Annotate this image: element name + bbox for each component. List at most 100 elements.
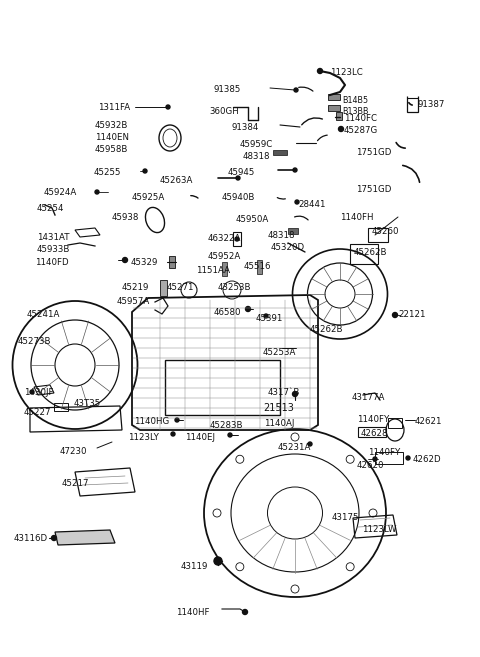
Bar (273, 150, 287, 155)
Text: 45391: 45391 (256, 314, 283, 323)
Circle shape (122, 258, 128, 263)
Text: 43T35: 43T35 (74, 399, 101, 408)
Text: 42621: 42621 (415, 417, 443, 426)
Text: 45938: 45938 (112, 213, 139, 222)
Text: 46322A: 46322A (208, 234, 241, 243)
Circle shape (95, 190, 99, 194)
Text: 360GH: 360GH (209, 107, 239, 116)
Text: 45241A: 45241A (27, 310, 60, 319)
Circle shape (292, 392, 298, 397)
Circle shape (264, 314, 268, 318)
Text: 45952A: 45952A (208, 252, 241, 261)
Circle shape (235, 237, 239, 241)
Text: 1151AA: 1151AA (196, 266, 230, 275)
Text: 45516: 45516 (244, 262, 272, 271)
Bar (328, 105, 340, 111)
Bar (165, 360, 280, 415)
Text: 48318: 48318 (268, 231, 296, 240)
Text: 1140HG: 1140HG (134, 417, 169, 426)
Text: 22121: 22121 (398, 310, 425, 319)
Circle shape (236, 176, 240, 180)
Circle shape (406, 456, 410, 460)
Bar (160, 280, 167, 296)
Text: 45933B: 45933B (37, 245, 71, 254)
Bar (257, 260, 262, 274)
Circle shape (214, 557, 222, 565)
Text: 1431AT: 1431AT (37, 233, 70, 242)
Text: 1140FC: 1140FC (344, 114, 377, 123)
Circle shape (293, 168, 297, 172)
Bar (388, 418, 402, 428)
Circle shape (317, 68, 323, 74)
Bar (328, 94, 340, 100)
Text: 42620: 42620 (357, 461, 384, 470)
Text: 1140FD: 1140FD (35, 258, 69, 267)
Bar (350, 244, 378, 264)
Circle shape (308, 442, 312, 446)
Circle shape (294, 88, 298, 92)
Bar (169, 256, 175, 268)
Text: 45924A: 45924A (44, 188, 77, 197)
Text: 4317`B: 4317`B (268, 388, 300, 397)
Text: 43119: 43119 (181, 562, 208, 571)
Text: 45255: 45255 (94, 168, 121, 177)
Text: 1311FA: 1311FA (98, 103, 130, 112)
Text: 45254: 45254 (37, 204, 64, 213)
Circle shape (30, 390, 34, 394)
Circle shape (171, 432, 175, 436)
Text: 1430JF: 1430JF (24, 388, 53, 397)
Text: 45940B: 45940B (222, 193, 255, 202)
Polygon shape (55, 530, 115, 545)
Bar (288, 228, 298, 234)
Text: 45959C: 45959C (240, 140, 273, 149)
Bar (368, 228, 388, 242)
Circle shape (393, 313, 397, 317)
Text: 1751GD: 1751GD (356, 185, 391, 194)
Text: 43175: 43175 (332, 513, 360, 522)
Text: 45283B: 45283B (210, 421, 243, 430)
Text: 1140AJ: 1140AJ (264, 419, 294, 428)
Text: 45260: 45260 (372, 227, 399, 236)
Text: 43253B: 43253B (218, 283, 252, 292)
Bar (54, 403, 68, 411)
Text: 1140HF: 1140HF (176, 608, 209, 617)
Text: 45231A: 45231A (278, 443, 312, 452)
Text: 28441: 28441 (298, 200, 325, 209)
Text: 45287G: 45287G (344, 126, 378, 135)
Text: 45253A: 45253A (263, 348, 296, 357)
Bar (336, 112, 342, 120)
Bar (222, 262, 227, 276)
Text: 47230: 47230 (60, 447, 87, 456)
Circle shape (295, 200, 299, 204)
Text: 45957A: 45957A (117, 297, 150, 306)
Text: 42628: 42628 (361, 429, 388, 438)
Circle shape (51, 535, 57, 541)
Text: B13BB: B13BB (342, 107, 369, 116)
Text: 48318: 48318 (243, 152, 271, 161)
Text: 46580: 46580 (214, 308, 241, 317)
Text: 1140FH: 1140FH (340, 213, 373, 222)
Text: 45271: 45271 (167, 283, 194, 292)
Text: 1123LC: 1123LC (330, 68, 363, 77)
Text: 1140EJ: 1140EJ (185, 433, 215, 442)
Text: B14B5: B14B5 (342, 96, 368, 105)
Text: 45329: 45329 (131, 258, 158, 267)
Bar (375, 452, 403, 464)
Text: 45219: 45219 (122, 283, 149, 292)
Text: 4262D: 4262D (413, 455, 442, 464)
Text: 1140FY: 1140FY (357, 415, 389, 424)
Circle shape (166, 105, 170, 109)
Text: 45950A: 45950A (236, 215, 269, 224)
Text: 45958B: 45958B (95, 145, 128, 154)
Circle shape (373, 457, 377, 461)
Text: 91387: 91387 (418, 100, 445, 109)
Text: 1123LY: 1123LY (128, 433, 159, 442)
Text: 43177A: 43177A (352, 393, 385, 402)
Text: 91384: 91384 (231, 123, 258, 132)
Text: 45227: 45227 (24, 408, 51, 417)
Bar (358, 427, 386, 437)
Text: 45273B: 45273B (18, 337, 51, 346)
Text: 21513: 21513 (263, 403, 294, 413)
Circle shape (245, 307, 251, 311)
Text: 43116D: 43116D (14, 534, 48, 543)
